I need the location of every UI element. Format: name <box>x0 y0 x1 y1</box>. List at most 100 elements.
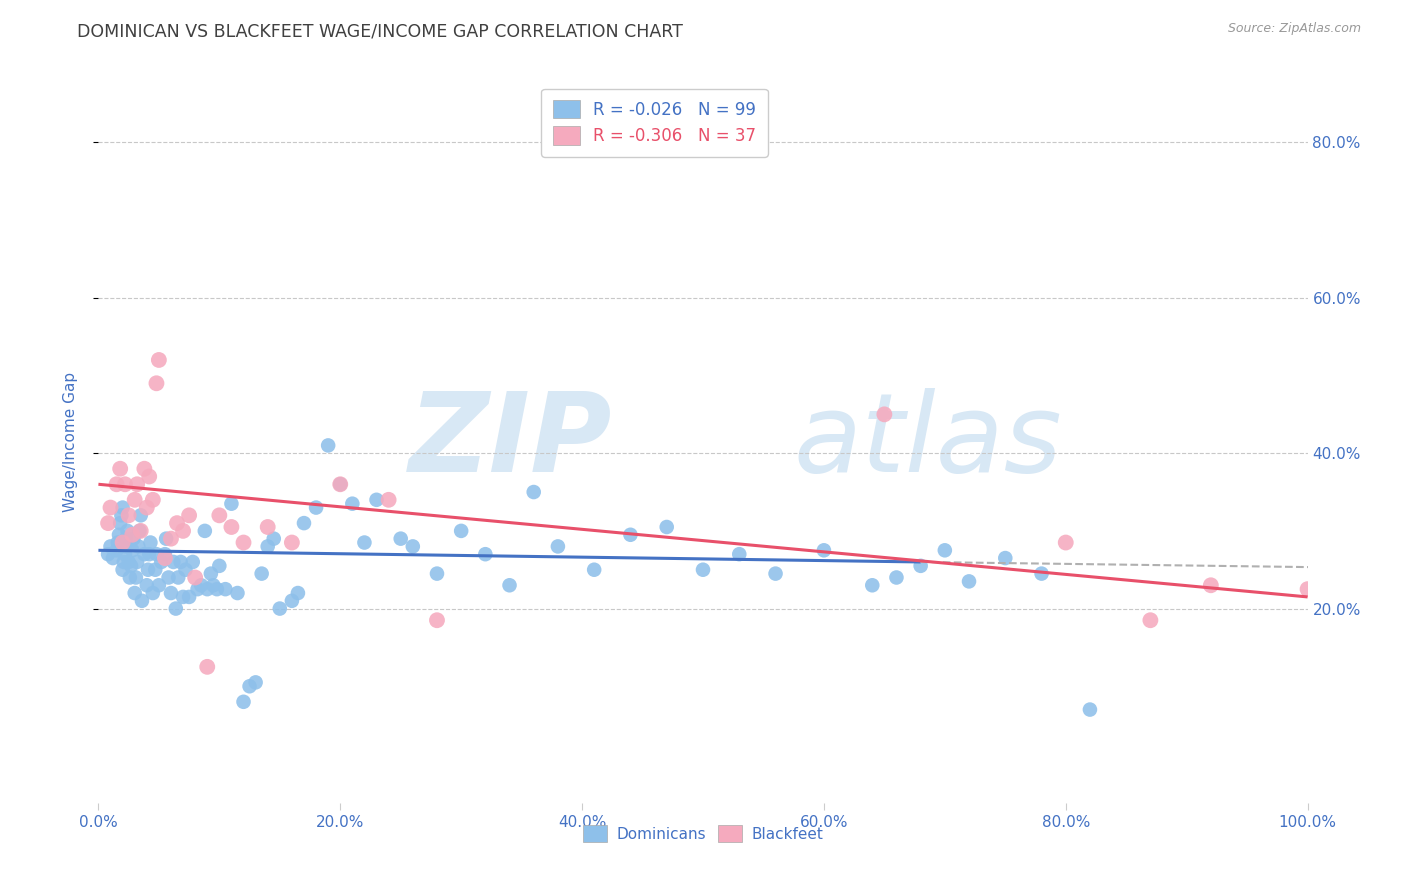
Point <box>118 508 141 523</box>
Point <box>118 570 141 584</box>
Point <box>692 563 714 577</box>
Point <box>111 535 134 549</box>
Point <box>292 516 315 530</box>
Point <box>148 353 170 368</box>
Text: Source: ZipAtlas.com: Source: ZipAtlas.com <box>1227 22 1361 36</box>
Point <box>1296 582 1319 596</box>
Point <box>287 586 309 600</box>
Point <box>139 535 162 549</box>
Point <box>142 586 165 600</box>
Point <box>121 528 143 542</box>
Point <box>263 532 285 546</box>
Point <box>342 497 364 511</box>
Point <box>145 547 167 561</box>
Point <box>994 551 1017 566</box>
Point <box>114 477 136 491</box>
Point <box>135 578 157 592</box>
Point <box>114 540 136 554</box>
Point <box>194 524 217 538</box>
Point <box>474 547 496 561</box>
Point <box>316 438 339 452</box>
Point <box>172 590 194 604</box>
Point <box>131 594 153 608</box>
Point <box>134 461 156 475</box>
Point <box>142 492 165 507</box>
Point <box>160 586 183 600</box>
Point <box>160 532 183 546</box>
Point <box>281 594 304 608</box>
Point <box>124 586 146 600</box>
Point <box>134 547 156 561</box>
Point <box>181 555 204 569</box>
Point <box>125 570 148 584</box>
Point <box>256 520 278 534</box>
Point <box>765 566 787 581</box>
Point <box>202 578 225 592</box>
Point <box>127 540 149 554</box>
Point <box>135 500 157 515</box>
Point <box>115 532 138 546</box>
Point <box>281 535 304 549</box>
Point <box>153 547 176 561</box>
Point <box>269 601 291 615</box>
Point <box>873 408 896 422</box>
Text: DOMINICAN VS BLACKFEET WAGE/INCOME GAP CORRELATION CHART: DOMINICAN VS BLACKFEET WAGE/INCOME GAP C… <box>77 22 683 40</box>
Point <box>208 558 231 573</box>
Text: atlas: atlas <box>793 388 1063 495</box>
Legend: Dominicans, Blackfeet: Dominicans, Blackfeet <box>575 817 831 849</box>
Point <box>143 563 166 577</box>
Point <box>353 535 375 549</box>
Point <box>107 535 129 549</box>
Point <box>426 613 449 627</box>
Y-axis label: Wage/Income Gap: Wage/Income Gap <box>63 371 77 512</box>
Point <box>426 566 449 581</box>
Point <box>547 540 569 554</box>
Point <box>101 551 124 566</box>
Point <box>172 524 194 538</box>
Point <box>208 508 231 523</box>
Point <box>619 528 641 542</box>
Point <box>97 547 120 561</box>
Point <box>100 540 122 554</box>
Point <box>174 563 197 577</box>
Point <box>128 524 150 538</box>
Point <box>145 376 167 391</box>
Point <box>179 508 201 523</box>
Point <box>155 532 177 546</box>
Point <box>150 555 173 569</box>
Point <box>305 500 328 515</box>
Point <box>583 563 606 577</box>
Point <box>1031 566 1053 581</box>
Point <box>195 660 218 674</box>
Point <box>934 543 956 558</box>
Point <box>1139 613 1161 627</box>
Point <box>167 570 190 584</box>
Point <box>226 586 249 600</box>
Point <box>111 500 134 515</box>
Point <box>256 540 278 554</box>
Point <box>112 555 135 569</box>
Point <box>187 582 209 596</box>
Point <box>117 524 139 538</box>
Point <box>122 532 145 546</box>
Point <box>195 582 218 596</box>
Point <box>179 590 201 604</box>
Point <box>127 477 149 491</box>
Point <box>523 485 546 500</box>
Point <box>153 551 176 566</box>
Point <box>121 543 143 558</box>
Point <box>728 547 751 561</box>
Point <box>860 578 883 592</box>
Point <box>111 563 134 577</box>
Point <box>127 555 149 569</box>
Point <box>184 570 207 584</box>
Point <box>232 695 254 709</box>
Text: ZIP: ZIP <box>409 388 613 495</box>
Point <box>366 492 388 507</box>
Point <box>402 540 425 554</box>
Point <box>377 492 399 507</box>
Point <box>157 570 180 584</box>
Point <box>200 566 222 581</box>
Point <box>221 520 243 534</box>
Point <box>329 477 352 491</box>
